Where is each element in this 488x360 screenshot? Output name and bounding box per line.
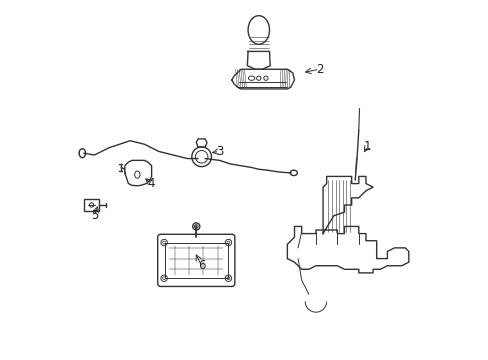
Text: 6: 6 [198,259,205,272]
Text: 2: 2 [315,63,323,76]
Bar [164,243,227,278]
Text: 5: 5 [91,209,98,222]
Text: 4: 4 [147,177,155,190]
Text: 1: 1 [363,140,371,153]
FancyBboxPatch shape [157,234,234,287]
Text: 3: 3 [215,145,223,158]
Bar [83,199,99,211]
